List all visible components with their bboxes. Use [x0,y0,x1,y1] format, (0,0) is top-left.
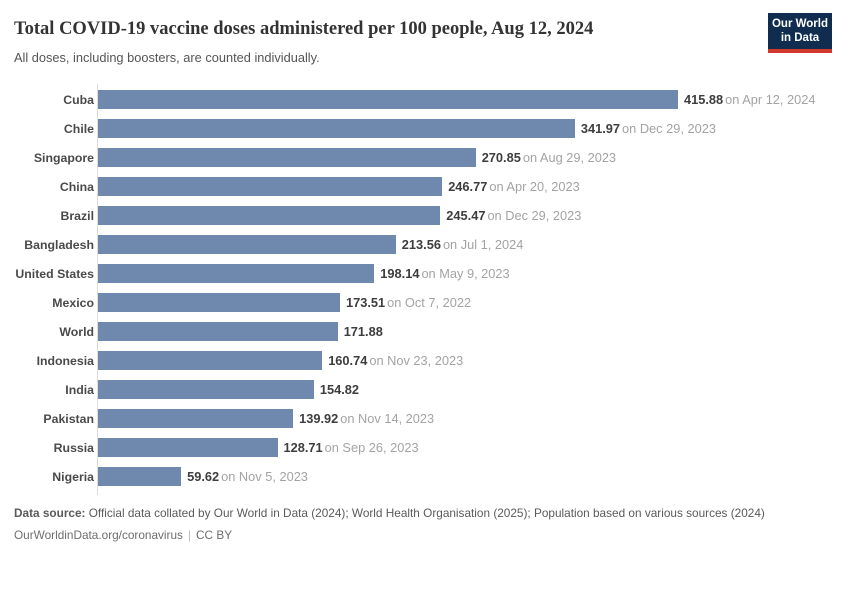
bar-track: 128.71 on Sep 26, 2023 [97,438,836,457]
bar[interactable] [98,264,375,283]
bar-date: on May 9, 2023 [421,266,510,281]
bar[interactable] [98,293,340,312]
entity-label[interactable]: Indonesia [36,353,94,368]
bar[interactable] [98,351,323,370]
bar-value: 246.77 [448,179,488,194]
bar-date: on Aug 29, 2023 [522,150,617,165]
entity-label[interactable]: India [65,382,94,397]
footer-separator: | [187,528,192,542]
bar[interactable] [98,90,678,109]
bar-chart: Cuba 415.88 on Apr 12, 2024 Chile 341.97 on D… [6,84,836,495]
bar-track: 245.47 on Dec 29, 2023 [97,206,836,225]
entity-label[interactable]: Brazil [60,208,95,223]
bar-track: 59.62 on Nov 5, 2023 [97,467,836,486]
bar-track: 139.92 on Nov 14, 2023 [97,409,836,428]
bar-value: 173.51 [346,295,386,310]
bar-value: 341.97 [580,121,621,136]
bar-track: 341.97 on Dec 29, 2023 [97,119,836,138]
bar[interactable] [98,148,476,167]
bar-value: 198.14 [380,266,420,281]
entity-label[interactable]: World [59,324,94,339]
chart-row: Russia 128.71 on Sep 26, 2023 [6,433,836,462]
bar[interactable] [98,322,338,341]
chart-row: India 154.82 [6,375,836,404]
bar[interactable] [98,380,314,399]
bar-track: 173.51 on Oct 7, 2022 [97,293,836,312]
bar-value: 415.88 [684,92,724,107]
entity-label[interactable]: Bangladesh [24,237,94,252]
chart-row: Indonesia 160.74 on Nov 23, 2023 [6,346,836,375]
bar[interactable] [98,409,294,428]
data-source-label: Data source: [14,506,86,520]
entity-label[interactable]: Pakistan [43,411,94,426]
bar-date: on Dec 29, 2023 [622,121,716,136]
bar-date: on Apr 12, 2024 [725,92,816,107]
entity-label[interactable]: Russia [53,440,94,455]
bar-value: 213.56 [401,237,441,252]
chart-row: China 246.77 on Apr 20, 2023 [6,172,836,201]
bar-date: on Oct 7, 2022 [387,295,472,310]
data-source-line: Data source: Official data collated by O… [14,505,804,522]
chart-row: World 171.88 [6,317,836,346]
owid-logo-line1: Our World [771,18,828,30]
bar-date: on Nov 23, 2023 [369,353,464,368]
chart-footer: Data source: Official data collated by O… [14,505,836,544]
license-label: CC BY [196,528,233,542]
bar[interactable] [98,235,396,254]
bar-value: 171.88 [343,324,383,339]
chart-row: Bangladesh 213.56 on Jul 1, 2024 [6,230,836,259]
chart-title: Total COVID-19 vaccine doses administere… [14,19,594,39]
bar-track: 198.14 on May 9, 2023 [97,264,836,283]
data-source-text: Official data collated by Our World in D… [85,506,765,520]
owid-logo[interactable]: Our World in Data [768,13,832,53]
bar-value: 154.82 [319,382,360,397]
entity-label[interactable]: Nigeria [52,469,94,484]
bar-date: on Nov 5, 2023 [221,469,308,484]
entity-label[interactable]: Mexico [52,295,94,310]
entity-label[interactable]: Chile [63,121,94,136]
chart-row: Cuba 415.88 on Apr 12, 2024 [6,85,836,114]
owid-logo-line2: in Data [780,31,820,44]
bar-date: on Sep 26, 2023 [324,440,419,455]
bar-date: on Nov 14, 2023 [340,411,435,426]
bar-track: 154.82 [97,380,836,399]
bar-date: on Apr 20, 2023 [489,179,580,194]
bar-track: 213.56 on Jul 1, 2024 [97,235,836,254]
chart-row: Pakistan 139.92 on Nov 14, 2023 [6,404,836,433]
bar-value: 128.71 [283,440,323,455]
bar-track: 415.88 on Apr 12, 2024 [97,90,836,109]
bar-date: on Dec 29, 2023 [487,208,582,223]
bar-track: 270.85 on Aug 29, 2023 [97,148,836,167]
bar[interactable] [98,177,443,196]
bar-value: 139.92 [299,411,339,426]
bar-value: 270.85 [481,150,521,165]
bar-value: 59.62 [187,469,220,484]
bar-date: on Jul 1, 2024 [442,237,524,252]
entity-label[interactable]: China [59,179,94,194]
bar[interactable] [98,119,575,138]
chart-row: Chile 341.97 on Dec 29, 2023 [6,114,836,143]
bar-track: 160.74 on Nov 23, 2023 [97,351,836,370]
bar-value: 245.47 [446,208,486,223]
chart-row: Singapore 270.85 on Aug 29, 2023 [6,143,836,172]
bar[interactable] [98,206,441,225]
chart-subtitle: All doses, including boosters, are count… [14,50,320,65]
license-line: OurWorldinData.org/coronavirus | CC BY [14,527,836,544]
chart-row: United States 198.14 on May 9, 2023 [6,259,836,288]
bar[interactable] [98,438,278,457]
bar-track: 246.77 on Apr 20, 2023 [97,177,836,196]
chart-row: Mexico 173.51 on Oct 7, 2022 [6,288,836,317]
chart-row: Nigeria 59.62 on Nov 5, 2023 [6,462,836,491]
entity-label[interactable]: United States [15,266,94,281]
bar-track: 171.88 [97,322,836,341]
chart-rows: Cuba 415.88 on Apr 12, 2024 Chile 341.97 on D… [6,84,836,495]
chart-header: Total COVID-19 vaccine doses administere… [0,0,850,66]
bar[interactable] [98,467,182,486]
chart-row: Brazil 245.47 on Dec 29, 2023 [6,201,836,230]
entity-label[interactable]: Singapore [33,150,94,165]
owid-url-link[interactable]: OurWorldinData.org/coronavirus [14,528,183,542]
bar-value: 160.74 [328,353,368,368]
entity-label[interactable]: Cuba [63,92,94,107]
